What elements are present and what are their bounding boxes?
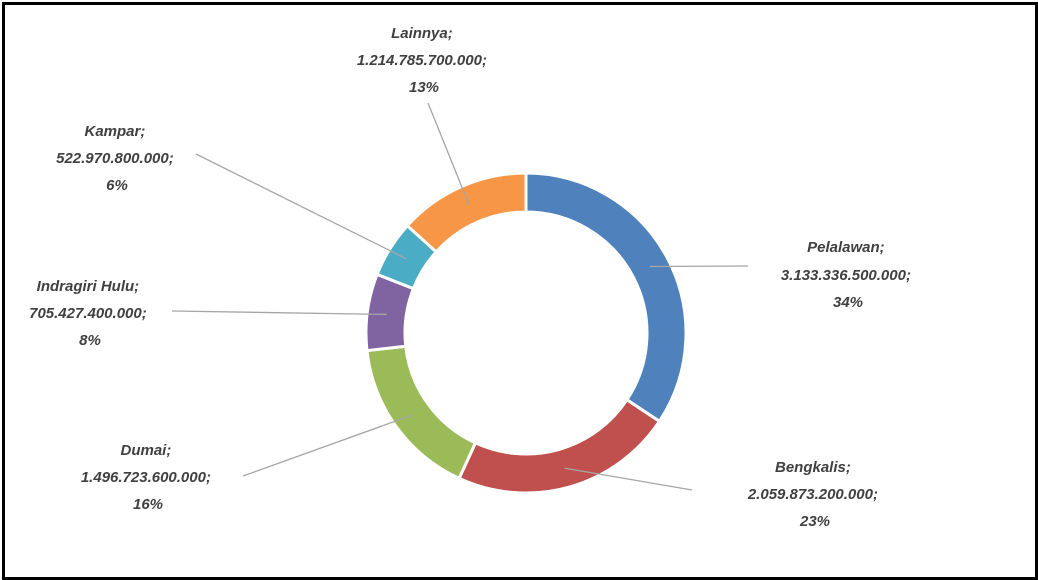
label-lainnya-value: 1.214.785.700.000;: [357, 52, 487, 69]
label-bengkalis-name: Bengkalis;: [775, 459, 851, 476]
label-dumai-value: 1.496.723.600.000;: [81, 469, 211, 486]
label-indragiri-hulu-name: Indragiri Hulu;: [37, 278, 140, 295]
label-dumai-percent: 16%: [133, 496, 163, 513]
leader-line-kampar: [195, 153, 407, 260]
leader-line-bengkalis: [564, 467, 693, 491]
leader-line-dumai: [242, 414, 413, 477]
label-indragiri-hulu-percent: 8%: [79, 332, 101, 349]
label-pelalawan-percent: 34%: [833, 294, 863, 311]
label-lainnya-percent: 13%: [409, 79, 439, 96]
leader-line-indragiri-hulu: [171, 310, 387, 316]
label-indragiri-hulu-value: 705.427.400.000;: [29, 305, 147, 322]
label-dumai-name: Dumai;: [120, 442, 171, 459]
label-bengkalis-value: 2.059.873.200.000;: [747, 486, 878, 503]
label-kampar: Kampar; 522.970.800.000; 6%: [56, 123, 178, 194]
slice-pelalawan: [524, 171, 688, 424]
leader-line-lainnya: [427, 102, 470, 205]
label-indragiri-hulu: Indragiri Hulu; 705.427.400.000; 8%: [29, 278, 151, 349]
label-pelalawan: Pelalawan; 3.133.336.500.000; 34%: [781, 239, 915, 311]
label-bengkalis-percent: 23%: [799, 513, 830, 530]
label-kampar-value: 522.970.800.000;: [56, 150, 174, 167]
label-pelalawan-value: 3.133.336.500.000;: [781, 267, 911, 284]
slice-lainnya: [405, 171, 528, 254]
leader-line-pelalawan: [649, 265, 749, 268]
label-kampar-name: Kampar;: [84, 123, 145, 140]
label-lainnya-name: Lainnya;: [391, 25, 453, 42]
label-dumai: Dumai; 1.496.723.600.000; 16%: [81, 442, 215, 513]
slices-group: [364, 171, 688, 495]
label-bengkalis: Bengkalis; 2.059.873.200.000; 23%: [747, 459, 882, 530]
leader-lines-group: [171, 102, 749, 491]
label-lainnya: Lainnya; 1.214.785.700.000; 13%: [357, 25, 491, 96]
label-kampar-percent: 6%: [106, 177, 128, 194]
label-pelalawan-name: Pelalawan;: [807, 239, 885, 256]
slice-dumai: [365, 344, 478, 481]
